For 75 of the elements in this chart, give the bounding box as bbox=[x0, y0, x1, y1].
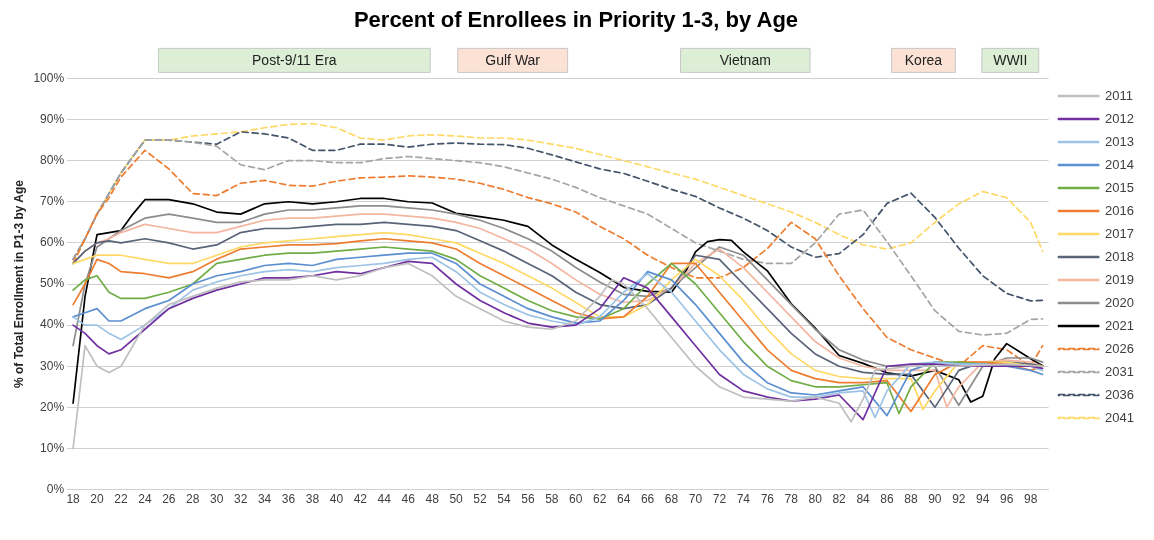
x-tick-label: 52 bbox=[473, 492, 488, 507]
y-tick-label: 0% bbox=[46, 481, 65, 496]
legend-label: 2036 bbox=[1105, 386, 1134, 402]
legend-label: 2018 bbox=[1105, 248, 1134, 264]
text: Post-9/11 Era bbox=[252, 52, 337, 69]
x-tick-label: 28 bbox=[186, 492, 200, 507]
x-tick-label: 26 bbox=[162, 492, 176, 507]
x-tick-label: 32 bbox=[233, 492, 248, 507]
legend-label: 2019 bbox=[1105, 271, 1134, 287]
x-tick-label: 62 bbox=[593, 492, 607, 507]
x-tick-label: 70 bbox=[688, 492, 703, 507]
x-tick-label: 76 bbox=[760, 492, 775, 507]
y-tick-label: 90% bbox=[40, 111, 65, 126]
x-tick-label: 34 bbox=[257, 492, 272, 507]
legend-label: 2013 bbox=[1105, 133, 1134, 149]
chart-title: Percent of Enrollees in Priority 1-3, by Age bbox=[353, 7, 799, 33]
x-tick-label: 36 bbox=[281, 492, 296, 507]
y-tick-label: 60% bbox=[40, 235, 65, 250]
x-tick-label: 54 bbox=[497, 492, 511, 507]
x-tick-label: 22 bbox=[114, 492, 128, 507]
x-tick-label: 96 bbox=[1000, 492, 1014, 507]
x-tick-label: 92 bbox=[952, 492, 966, 507]
legend-label: 2011 bbox=[1105, 87, 1134, 103]
y-tick-label: 80% bbox=[40, 152, 65, 167]
x-tick-label: 82 bbox=[832, 492, 847, 507]
y-tick-label: 20% bbox=[40, 399, 65, 414]
x-tick-label: 38 bbox=[305, 492, 320, 507]
x-tick-label: 60 bbox=[569, 492, 583, 507]
legend-label: 2015 bbox=[1105, 179, 1134, 195]
x-tick-label: 90 bbox=[928, 492, 942, 507]
x-tick-label: 56 bbox=[521, 492, 535, 507]
x-tick-label: 18 bbox=[66, 492, 81, 507]
y-tick-label: 100% bbox=[33, 70, 65, 85]
legend-label: 2016 bbox=[1105, 202, 1134, 218]
legend-label: 2031 bbox=[1105, 363, 1134, 379]
x-tick-label: 74 bbox=[736, 492, 751, 507]
x-tick-label: 94 bbox=[976, 492, 990, 507]
legend-label: 2020 bbox=[1105, 294, 1134, 310]
x-tick-label: 46 bbox=[401, 492, 416, 507]
y-axis-title: % of Total Enrollment in P1-3 by Age bbox=[11, 179, 26, 389]
x-tick-label: 20 bbox=[90, 492, 105, 507]
x-tick-label: 66 bbox=[640, 492, 655, 507]
x-tick-label: 48 bbox=[425, 492, 440, 507]
text: Gulf War bbox=[485, 52, 541, 69]
text: Korea bbox=[904, 52, 943, 69]
x-tick-label: 98 bbox=[1023, 492, 1038, 507]
x-tick-label: 78 bbox=[784, 492, 799, 507]
legend-label: 2012 bbox=[1105, 110, 1134, 126]
legend-label: 2041 bbox=[1105, 409, 1134, 425]
legend-label: 2021 bbox=[1105, 317, 1134, 333]
legend-label: 2026 bbox=[1105, 340, 1134, 356]
y-tick-label: 70% bbox=[40, 194, 65, 209]
x-tick-label: 84 bbox=[856, 492, 871, 507]
text: WWII bbox=[993, 52, 1028, 69]
y-tick-label: 30% bbox=[40, 358, 65, 373]
y-tick-label: 50% bbox=[40, 276, 65, 291]
legend-label: 2017 bbox=[1105, 225, 1134, 241]
x-tick-label: 44 bbox=[377, 492, 392, 507]
text: Vietnam bbox=[719, 52, 771, 69]
x-tick-label: 72 bbox=[712, 492, 727, 507]
x-tick-label: 58 bbox=[545, 492, 559, 507]
x-tick-label: 64 bbox=[616, 492, 631, 507]
y-tick-label: 40% bbox=[40, 317, 65, 332]
line-series bbox=[72, 139, 1044, 336]
x-tick-label: 80 bbox=[808, 492, 823, 507]
x-tick-label: 50 bbox=[449, 492, 464, 507]
x-tick-label: 42 bbox=[353, 492, 368, 507]
x-tick-label: 24 bbox=[138, 492, 152, 507]
legend-label: 2014 bbox=[1105, 156, 1134, 172]
x-tick-label: 30 bbox=[210, 492, 224, 507]
x-tick-label: 68 bbox=[664, 492, 679, 507]
x-tick-label: 40 bbox=[329, 492, 344, 507]
x-tick-label: 86 bbox=[880, 492, 894, 507]
x-tick-label: 88 bbox=[904, 492, 918, 507]
y-tick-label: 10% bbox=[40, 440, 65, 455]
